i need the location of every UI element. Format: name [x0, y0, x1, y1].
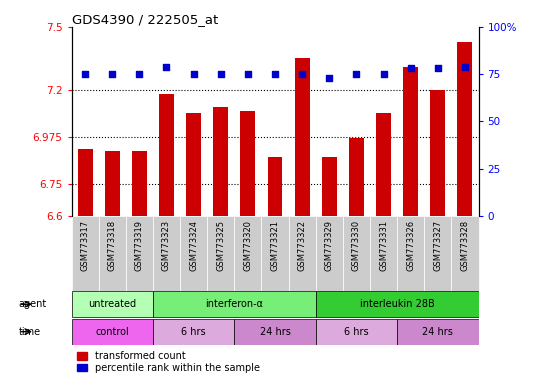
- FancyBboxPatch shape: [261, 216, 289, 291]
- Point: [460, 63, 469, 70]
- Bar: [132, 151, 147, 216]
- Bar: [240, 111, 255, 216]
- FancyBboxPatch shape: [289, 216, 316, 291]
- FancyBboxPatch shape: [424, 216, 452, 291]
- Text: GSM773330: GSM773330: [352, 220, 361, 271]
- Bar: [186, 113, 201, 216]
- Bar: [376, 113, 391, 216]
- Text: GSM773326: GSM773326: [406, 220, 415, 271]
- Text: GSM773319: GSM773319: [135, 220, 144, 271]
- Text: GSM773327: GSM773327: [433, 220, 442, 271]
- FancyBboxPatch shape: [370, 216, 397, 291]
- FancyBboxPatch shape: [153, 291, 316, 318]
- Point: [81, 71, 90, 77]
- Text: GSM773321: GSM773321: [271, 220, 279, 271]
- Bar: [458, 41, 472, 216]
- Text: GSM773322: GSM773322: [298, 220, 307, 271]
- FancyBboxPatch shape: [207, 216, 234, 291]
- FancyBboxPatch shape: [180, 216, 207, 291]
- Text: time: time: [19, 327, 41, 337]
- FancyBboxPatch shape: [343, 216, 370, 291]
- Point: [406, 65, 415, 71]
- Text: GDS4390 / 222505_at: GDS4390 / 222505_at: [72, 13, 218, 26]
- Bar: [322, 157, 337, 216]
- Legend: transformed count, percentile rank within the sample: transformed count, percentile rank withi…: [76, 350, 261, 374]
- Text: untreated: untreated: [88, 299, 136, 309]
- Point: [189, 71, 198, 77]
- Bar: [213, 107, 228, 216]
- Text: GSM773317: GSM773317: [80, 220, 90, 271]
- Text: interferon-α: interferon-α: [205, 299, 263, 309]
- Point: [433, 65, 442, 71]
- Text: interleukin 28B: interleukin 28B: [360, 299, 434, 309]
- Point: [244, 71, 252, 77]
- Text: GSM773318: GSM773318: [108, 220, 117, 271]
- Bar: [104, 151, 120, 216]
- Point: [325, 75, 334, 81]
- Bar: [78, 149, 92, 216]
- FancyBboxPatch shape: [397, 318, 478, 345]
- Text: GSM773328: GSM773328: [460, 220, 470, 271]
- FancyBboxPatch shape: [316, 291, 478, 318]
- Text: 24 hrs: 24 hrs: [260, 327, 290, 337]
- Text: agent: agent: [19, 299, 47, 309]
- Point: [271, 71, 279, 77]
- Bar: [267, 157, 283, 216]
- FancyBboxPatch shape: [126, 216, 153, 291]
- Bar: [295, 58, 310, 216]
- FancyBboxPatch shape: [452, 216, 478, 291]
- FancyBboxPatch shape: [72, 291, 153, 318]
- FancyBboxPatch shape: [234, 318, 316, 345]
- Bar: [403, 67, 418, 216]
- FancyBboxPatch shape: [72, 216, 98, 291]
- Bar: [159, 94, 174, 216]
- FancyBboxPatch shape: [153, 216, 180, 291]
- Text: GSM773324: GSM773324: [189, 220, 198, 271]
- FancyBboxPatch shape: [316, 216, 343, 291]
- Text: 24 hrs: 24 hrs: [422, 327, 453, 337]
- Text: GSM773331: GSM773331: [379, 220, 388, 271]
- Point: [379, 71, 388, 77]
- FancyBboxPatch shape: [234, 216, 261, 291]
- Point: [216, 71, 225, 77]
- Point: [135, 71, 144, 77]
- Point: [108, 71, 117, 77]
- Point: [298, 71, 306, 77]
- Text: GSM773323: GSM773323: [162, 220, 171, 271]
- Bar: [349, 138, 364, 216]
- FancyBboxPatch shape: [98, 216, 126, 291]
- Text: control: control: [95, 327, 129, 337]
- Point: [352, 71, 361, 77]
- Text: 6 hrs: 6 hrs: [182, 327, 206, 337]
- FancyBboxPatch shape: [316, 318, 397, 345]
- Text: GSM773320: GSM773320: [243, 220, 252, 271]
- Text: 6 hrs: 6 hrs: [344, 327, 369, 337]
- Text: GSM773325: GSM773325: [216, 220, 225, 271]
- Text: GSM773329: GSM773329: [324, 220, 334, 271]
- Point: [162, 63, 171, 70]
- FancyBboxPatch shape: [397, 216, 424, 291]
- Bar: [430, 90, 446, 216]
- FancyBboxPatch shape: [153, 318, 234, 345]
- FancyBboxPatch shape: [72, 318, 153, 345]
